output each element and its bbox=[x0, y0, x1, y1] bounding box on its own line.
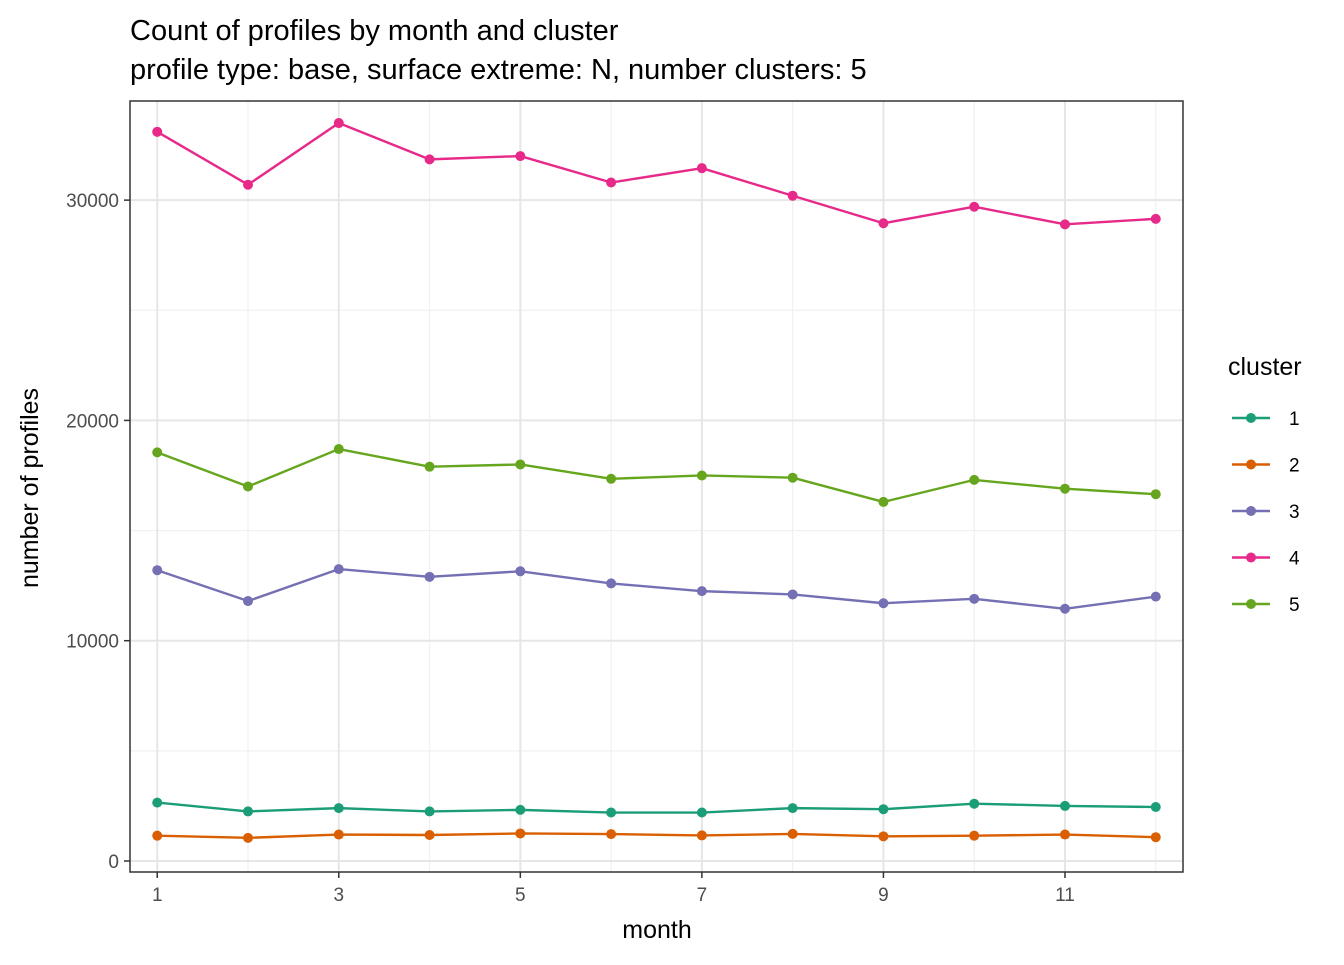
legend-label-1: 1 bbox=[1289, 409, 1300, 430]
x-tick-label: 11 bbox=[1055, 885, 1075, 906]
legend-label-3: 3 bbox=[1289, 502, 1300, 523]
data-point-series-1 bbox=[152, 797, 163, 808]
legend-key-point-5 bbox=[1246, 599, 1256, 609]
x-tick-label: 7 bbox=[697, 885, 708, 906]
data-point-series-5 bbox=[878, 496, 889, 507]
data-point-series-4 bbox=[606, 177, 617, 188]
data-point-series-1 bbox=[787, 803, 798, 814]
data-point-series-5 bbox=[152, 447, 163, 458]
data-point-series-3 bbox=[424, 571, 435, 582]
data-point-series-5 bbox=[243, 481, 254, 492]
data-point-series-3 bbox=[878, 598, 889, 609]
data-point-series-3 bbox=[787, 589, 798, 600]
data-point-series-4 bbox=[152, 126, 163, 137]
data-point-series-4 bbox=[333, 118, 344, 129]
data-point-series-4 bbox=[424, 154, 435, 165]
legend-label-2: 2 bbox=[1289, 456, 1300, 477]
legend-label-5: 5 bbox=[1289, 595, 1300, 616]
data-point-series-2 bbox=[969, 830, 980, 841]
data-point-series-3 bbox=[243, 596, 254, 607]
plot-panel: 0 10000 20000 30000 1 3 5 7 9 11 bbox=[66, 100, 1184, 906]
data-point-series-1 bbox=[424, 806, 435, 817]
panel-border bbox=[129, 100, 1184, 873]
legend-key-point-1 bbox=[1246, 413, 1256, 423]
data-point-series-5 bbox=[696, 470, 707, 481]
data-point-series-5 bbox=[606, 473, 617, 484]
data-point-series-2 bbox=[606, 829, 617, 840]
data-point-series-3 bbox=[969, 593, 980, 604]
data-point-series-3 bbox=[515, 566, 526, 577]
data-point-series-5 bbox=[969, 474, 980, 485]
y-tick-label: 0 bbox=[108, 852, 119, 873]
data-point-series-1 bbox=[1150, 802, 1161, 813]
legend-key-point-2 bbox=[1246, 459, 1256, 470]
data-point-series-3 bbox=[696, 586, 707, 597]
data-point-series-5 bbox=[787, 472, 798, 483]
data-point-series-5 bbox=[424, 461, 435, 472]
legend-key-point-4 bbox=[1246, 552, 1256, 563]
data-point-series-5 bbox=[333, 444, 344, 455]
data-point-series-3 bbox=[606, 578, 617, 589]
legend-title: cluster bbox=[1228, 353, 1302, 381]
series-line-1 bbox=[157, 801, 1156, 814]
data-point-series-4 bbox=[878, 218, 889, 229]
data-point-series-2 bbox=[243, 832, 254, 843]
data-point-series-3 bbox=[333, 564, 344, 575]
data-point-series-2 bbox=[1059, 829, 1070, 840]
legend: 1 2 3 4 5 bbox=[1232, 409, 1300, 616]
data-point-series-2 bbox=[696, 830, 707, 841]
data-point-series-2 bbox=[1150, 832, 1161, 843]
series-line-2 bbox=[157, 832, 1156, 840]
data-point-series-1 bbox=[515, 804, 526, 815]
panel-background bbox=[130, 101, 1183, 872]
data-point-series-4 bbox=[1150, 213, 1161, 224]
x-tick-label: 5 bbox=[515, 885, 526, 906]
data-point-series-2 bbox=[424, 829, 435, 840]
y-tick-label: 20000 bbox=[66, 411, 119, 432]
data-point-series-2 bbox=[515, 828, 526, 839]
x-tick-label: 9 bbox=[878, 885, 889, 906]
data-point-series-1 bbox=[696, 807, 707, 818]
data-point-series-1 bbox=[606, 807, 617, 818]
data-point-series-1 bbox=[333, 803, 344, 814]
data-point-series-3 bbox=[1150, 591, 1161, 602]
data-point-series-1 bbox=[1059, 800, 1070, 811]
series-line-3 bbox=[156, 567, 1156, 610]
y-tick-label: 10000 bbox=[66, 632, 119, 653]
chart-title: Count of profiles by month and cluster bbox=[130, 15, 619, 47]
data-point-series-4 bbox=[969, 201, 980, 212]
data-point-series-4 bbox=[696, 163, 707, 174]
x-tick-label: 1 bbox=[152, 885, 163, 906]
x-tick-label: 3 bbox=[333, 885, 344, 906]
y-axis-label: number of profiles bbox=[16, 388, 44, 588]
series-line-5 bbox=[156, 447, 1156, 504]
data-point-series-2 bbox=[333, 829, 344, 840]
data-point-series-5 bbox=[1150, 489, 1161, 500]
data-point-series-3 bbox=[152, 565, 163, 576]
series-line-4 bbox=[156, 121, 1156, 226]
data-point-series-2 bbox=[787, 828, 798, 839]
data-point-series-3 bbox=[1059, 603, 1070, 614]
data-point-series-5 bbox=[1059, 483, 1070, 494]
legend-key-point-3 bbox=[1246, 506, 1256, 516]
data-point-series-2 bbox=[152, 830, 163, 841]
data-point-series-4 bbox=[243, 179, 254, 190]
legend-label-4: 4 bbox=[1289, 549, 1300, 570]
data-point-series-1 bbox=[878, 804, 889, 815]
x-axis-label: month bbox=[622, 916, 691, 944]
data-point-series-4 bbox=[1059, 219, 1070, 230]
data-point-series-1 bbox=[243, 806, 254, 817]
data-point-series-4 bbox=[515, 151, 526, 162]
y-tick-label: 30000 bbox=[66, 191, 119, 212]
data-point-series-1 bbox=[969, 798, 980, 809]
data-point-series-2 bbox=[878, 831, 889, 842]
data-point-series-4 bbox=[787, 190, 798, 201]
chart-subtitle: profile type: base, surface extreme: N, … bbox=[130, 54, 867, 86]
data-point-series-5 bbox=[515, 459, 526, 470]
